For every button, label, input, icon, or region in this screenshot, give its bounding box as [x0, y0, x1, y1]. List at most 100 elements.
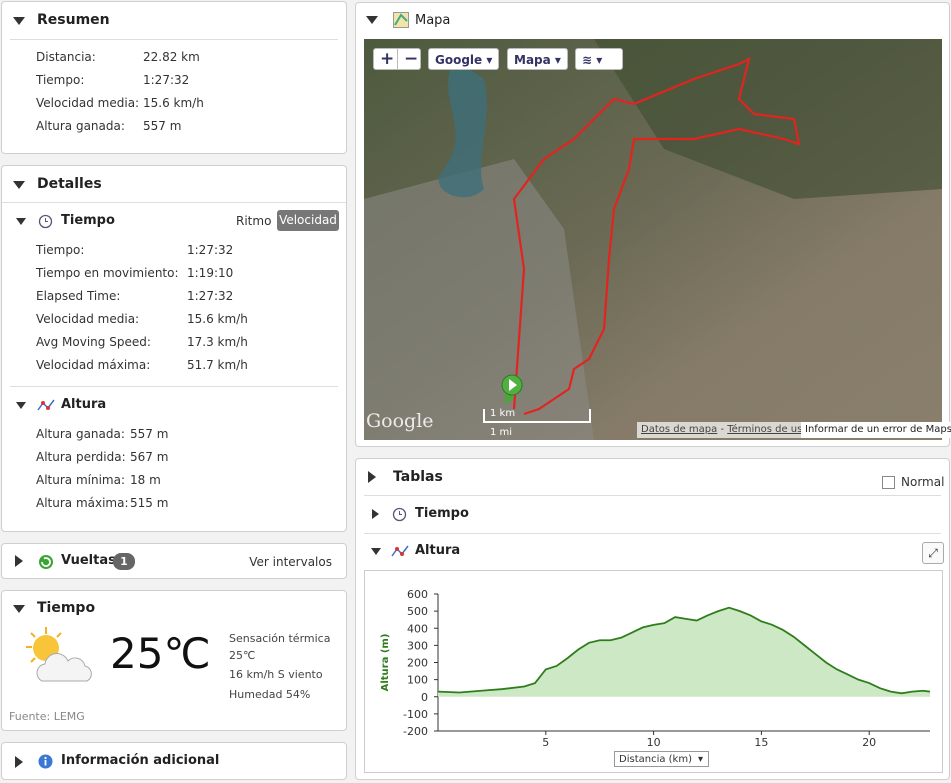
- link[interactable]: Términos de uso: [727, 424, 809, 435]
- row-value: 15.6 km/h: [143, 96, 204, 110]
- clock-icon: [38, 214, 53, 229]
- row-value: 567 m: [130, 450, 169, 464]
- row-label: Tiempo:: [36, 243, 85, 257]
- resumen-panel: Resumen Distancia: 22.82 km Tiempo: 1:27:32…: [1, 1, 347, 154]
- row-value: 557 m: [130, 427, 169, 441]
- zoom-control[interactable]: + −: [373, 48, 421, 70]
- panel-title: Resumen: [37, 12, 110, 28]
- x-tick-label: 10: [647, 736, 661, 749]
- source: Fuente: LEMG: [9, 710, 85, 723]
- x-tick-label: 15: [754, 736, 768, 749]
- x-axis-select[interactable]: Distancia (km) ▾: [614, 751, 709, 767]
- y-tick-label: -200: [403, 725, 428, 738]
- row-value: 557 m: [143, 119, 182, 133]
- checkbox[interactable]: [882, 476, 895, 489]
- collapse[interactable]: [16, 402, 26, 409]
- panel-title: Tablas: [393, 469, 443, 485]
- map-control[interactable]: Google ▾: [428, 48, 500, 70]
- y-tick-label: 600: [407, 588, 428, 601]
- link[interactable]: Ver intervalos: [249, 555, 332, 569]
- layers-control[interactable]: ≋ ▾: [575, 48, 623, 70]
- info-panel: Información adicional: [1, 742, 347, 780]
- control-label: Google: [435, 53, 483, 67]
- weather-line: 25℃: [229, 649, 256, 662]
- scale-label: 1 km: [490, 408, 516, 419]
- row-value: 22.82 km: [143, 50, 200, 64]
- row-label: Avg Moving Speed:: [36, 335, 151, 349]
- section-title: Altura: [61, 397, 107, 412]
- y-tick-label: 500: [407, 605, 428, 618]
- row-label: Tiempo:: [36, 73, 85, 87]
- expand[interactable]: [372, 509, 379, 519]
- map[interactable]: [364, 39, 942, 440]
- y-tick-label: 400: [407, 622, 428, 635]
- clima-panel: Tiempo 25℃ Sensación térmica 25℃ 16 km/h S…: [1, 590, 347, 731]
- fullscreen-button[interactable]: ⤢: [922, 542, 944, 564]
- row-value: 17.3 km/h: [187, 335, 248, 349]
- section-title: Altura: [415, 543, 461, 558]
- collapse[interactable]: [16, 218, 26, 225]
- tab-active[interactable]: Velocidad: [277, 210, 339, 231]
- row-label: Velocidad media:: [36, 96, 140, 110]
- badge: 1: [113, 553, 135, 570]
- expand[interactable]: [15, 756, 23, 768]
- scale-bar: [483, 409, 591, 423]
- mapa-panel: Mapa + − Google ▾ Mapa ▾ ≋ ▾ Google 1 km …: [355, 2, 951, 447]
- control-label: Mapa: [514, 53, 551, 67]
- panel-title: Mapa: [415, 13, 451, 28]
- link[interactable]: Datos de mapa: [641, 424, 718, 435]
- area-fill: [438, 607, 930, 697]
- expand[interactable]: [368, 471, 376, 483]
- row-value: 1:27:32: [187, 243, 234, 257]
- collapse[interactable]: [13, 605, 25, 613]
- expand[interactable]: [15, 555, 23, 567]
- row-label: Altura mínima:: [36, 473, 126, 487]
- map-control[interactable]: Mapa ▾: [507, 48, 568, 70]
- x-tick-label: 20: [862, 736, 876, 749]
- row-label: Tiempo en movimiento:: [36, 266, 179, 280]
- y-tick-label: 200: [407, 657, 428, 670]
- temperature: 25℃: [110, 629, 211, 678]
- row-label: Altura perdida:: [36, 450, 126, 464]
- row-value: 515 m: [130, 496, 169, 510]
- detalles-panel: Detalles Tiempo Ritmo Velocidad Tiempo: 1…: [1, 165, 347, 532]
- section-title: Tiempo: [61, 213, 115, 228]
- info-icon: [38, 754, 53, 769]
- collapse[interactable]: [13, 17, 25, 25]
- y-tick-label: 0: [421, 691, 428, 704]
- chart-icon: [37, 399, 55, 411]
- row-value: 1:27:32: [143, 73, 190, 87]
- row-value: 1:27:32: [187, 289, 234, 303]
- weather-line: 16 km/h S viento: [229, 668, 323, 681]
- row-value: 1:19:10: [187, 266, 234, 280]
- collapse[interactable]: [371, 548, 381, 555]
- panel-title: Vueltas: [61, 553, 116, 568]
- link[interactable]: Informar de un error de Maps: [801, 422, 951, 438]
- y-tick-label: 300: [407, 639, 428, 652]
- row-label: Altura ganada:: [36, 427, 125, 441]
- y-axis-label: Altura (m): [380, 634, 391, 692]
- map-footer: Datos de mapa - Términos de uso: [637, 422, 813, 438]
- y-tick-label: 100: [407, 674, 428, 687]
- vueltas-panel: Vueltas 1 Ver intervalos: [1, 543, 347, 579]
- row-label: Elapsed Time:: [36, 289, 121, 303]
- row-value: 15.6 km/h: [187, 312, 248, 326]
- row-label: Velocidad media:: [36, 312, 140, 326]
- weather-line: Sensación térmica: [229, 632, 331, 645]
- row-label: Distancia:: [36, 50, 96, 64]
- weather-icon: [26, 627, 92, 682]
- y-tick-label: -100: [403, 708, 428, 721]
- checkbox-label: Normal: [901, 475, 945, 489]
- row-value: 18 m: [130, 473, 161, 487]
- section-title: Tiempo: [415, 506, 469, 521]
- laps-icon: [39, 555, 53, 569]
- collapse[interactable]: [366, 16, 378, 24]
- x-axis-label: Distancia (km): [619, 754, 692, 765]
- chart-icon: [391, 545, 409, 557]
- weather-line: Humedad 54%: [229, 688, 311, 701]
- row-label: Altura ganada:: [36, 119, 125, 133]
- clock-icon: [392, 507, 407, 522]
- collapse[interactable]: [13, 181, 25, 189]
- tab[interactable]: Ritmo: [236, 214, 272, 228]
